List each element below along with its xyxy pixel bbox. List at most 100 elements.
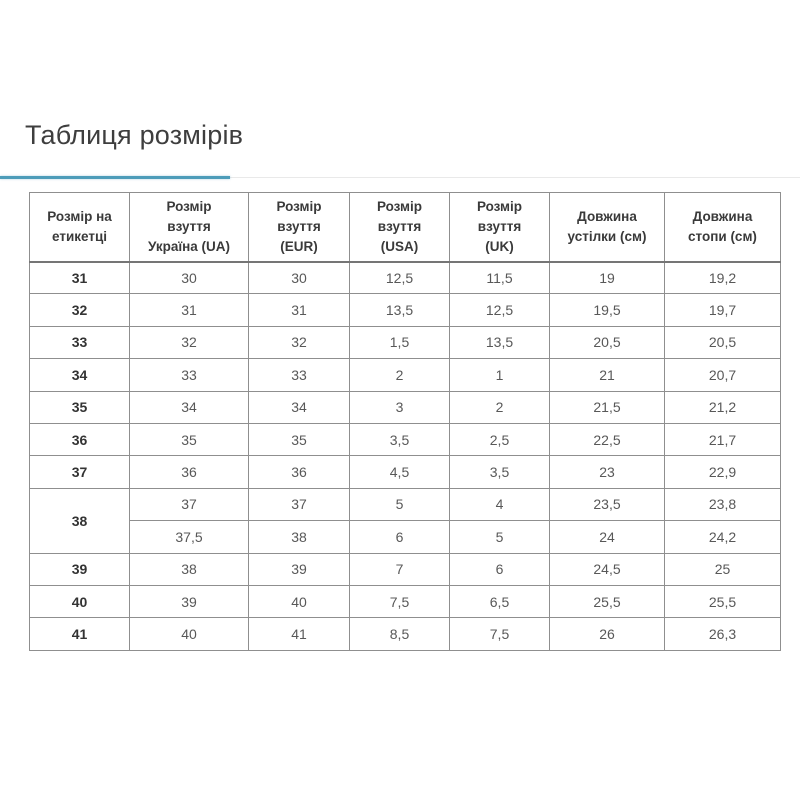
column-header: Довжина устілки (см) — [549, 192, 665, 263]
size-value-cell: 37,5 — [129, 520, 249, 554]
size-value-cell: 2 — [449, 390, 550, 424]
size-value-cell: 21,5 — [549, 390, 665, 424]
size-value-cell: 24,2 — [664, 520, 781, 554]
size-value-cell: 22,9 — [664, 455, 781, 489]
size-value-cell: 38 — [129, 552, 249, 586]
table-row: 36 35 35 3,5 2,5 22,5 21,7 — [29, 422, 781, 457]
size-value-cell: 19 — [549, 260, 665, 295]
size-table: Розмір на етикетці Розмір взуття Україна … — [29, 192, 781, 651]
table-row: 34 33 33 2 1 21 20,7 — [29, 358, 781, 392]
size-value-cell: 35 — [129, 422, 249, 457]
tab-divider — [0, 176, 800, 179]
size-label-cell: 41 — [29, 617, 130, 651]
table-row: 31 30 30 12,5 11,5 19 19,2 — [29, 260, 781, 295]
divider-rule — [0, 177, 800, 178]
size-value-cell: 20,5 — [549, 325, 665, 360]
column-header: Розмір взуття (USA) — [349, 192, 450, 263]
column-header: Розмір на етикетці — [29, 192, 130, 263]
size-value-cell: 36 — [248, 455, 350, 489]
active-tab-indicator — [0, 176, 230, 179]
size-value-cell: 23,5 — [549, 487, 665, 522]
size-value-cell: 25,5 — [664, 584, 781, 619]
size-label-cell: 37 — [29, 455, 130, 489]
size-label-cell: 32 — [29, 293, 130, 327]
size-value-cell: 38 — [248, 520, 350, 554]
size-value-cell: 13,5 — [449, 325, 550, 360]
size-value-cell: 30 — [129, 260, 249, 295]
size-value-cell: 4 — [449, 487, 550, 522]
size-label-cell: 36 — [29, 422, 130, 457]
table-row: 40 39 40 7,5 6,5 25,5 25,5 — [29, 584, 781, 619]
column-header: Розмір взуття (UK) — [449, 192, 550, 263]
size-value-cell: 34 — [129, 390, 249, 424]
table-row: 33 32 32 1,5 13,5 20,5 20,5 — [29, 325, 781, 360]
size-value-cell: 2 — [349, 358, 450, 392]
size-value-cell: 33 — [248, 358, 350, 392]
size-label-cell: 34 — [29, 358, 130, 392]
size-value-cell: 35 — [248, 422, 350, 457]
tab-size-table[interactable]: Таблиця розмірів — [25, 120, 244, 150]
table-row: 37 36 36 4,5 3,5 23 22,9 — [29, 455, 781, 489]
size-value-cell: 33 — [129, 358, 249, 392]
size-value-cell: 26 — [549, 617, 665, 651]
size-value-cell: 13,5 — [349, 293, 450, 327]
size-value-cell: 12,5 — [349, 260, 450, 295]
size-table-header-row: Розмір на етикетці Розмір взуття Україна … — [29, 192, 781, 263]
size-value-cell: 26,3 — [664, 617, 781, 651]
size-value-cell: 19,5 — [549, 293, 665, 327]
table-row: 41 40 41 8,5 7,5 26 26,3 — [29, 617, 781, 651]
size-label-cell: 39 — [29, 552, 130, 586]
size-value-cell: 32 — [248, 325, 350, 360]
size-value-cell: 7,5 — [349, 584, 450, 619]
size-value-cell: 40 — [129, 617, 249, 651]
size-value-cell: 5 — [349, 487, 450, 522]
size-value-cell: 20,5 — [664, 325, 781, 360]
size-value-cell: 3,5 — [449, 455, 550, 489]
size-value-cell: 5 — [449, 520, 550, 554]
size-value-cell: 21,7 — [664, 422, 781, 457]
size-value-cell: 40 — [248, 584, 350, 619]
table-row: 39 38 39 7 6 24,5 25 — [29, 552, 781, 586]
size-value-cell: 20,7 — [664, 358, 781, 392]
column-header: Розмір взуття Україна (UA) — [129, 192, 249, 263]
size-value-cell: 25,5 — [549, 584, 665, 619]
size-value-cell: 7,5 — [449, 617, 550, 651]
size-value-cell: 39 — [129, 584, 249, 619]
size-value-cell: 6 — [349, 520, 450, 554]
size-value-cell: 1 — [449, 358, 550, 392]
size-table-body: 31 30 30 12,5 11,5 19 19,2 32 31 31 13,5 12,5 19,5 19… — [29, 260, 781, 651]
table-row: 37,5 38 6 5 24 24,2 — [30, 520, 781, 554]
column-header: Розмір взуття (EUR) — [248, 192, 350, 263]
size-value-cell: 6 — [449, 552, 550, 586]
table-row: 32 31 31 13,5 12,5 19,5 19,7 — [29, 293, 781, 327]
size-value-cell: 30 — [248, 260, 350, 295]
size-value-cell: 19,2 — [664, 260, 781, 295]
size-value-cell: 32 — [129, 325, 249, 360]
size-value-cell: 19,7 — [664, 293, 781, 327]
size-value-cell: 8,5 — [349, 617, 450, 651]
size-label-cell: 38 — [29, 487, 130, 554]
size-label-cell: 40 — [29, 584, 130, 619]
size-value-cell: 3,5 — [349, 422, 450, 457]
size-value-cell: 4,5 — [349, 455, 450, 489]
size-value-cell: 24,5 — [549, 552, 665, 586]
table-row: 38 37 37 5 4 23,5 23,8 — [29, 487, 781, 554]
size-label-cell: 35 — [29, 390, 130, 424]
size-value-cell: 3 — [349, 390, 450, 424]
size-value-cell: 36 — [129, 455, 249, 489]
size-value-cell: 21 — [549, 358, 665, 392]
size-value-cell: 6,5 — [449, 584, 550, 619]
table-row: 35 34 34 3 2 21,5 21,2 — [29, 390, 781, 424]
column-header: Довжина стопи (см) — [664, 192, 781, 263]
size-value-cell: 25 — [664, 552, 781, 586]
size-value-cell: 37 — [248, 487, 350, 522]
size-value-cell: 22,5 — [549, 422, 665, 457]
size-value-cell: 39 — [248, 552, 350, 586]
size-value-cell: 21,2 — [664, 390, 781, 424]
size-value-cell: 31 — [248, 293, 350, 327]
size-value-cell: 24 — [549, 520, 665, 554]
size-value-cell: 11,5 — [449, 260, 550, 295]
size-value-cell: 2,5 — [449, 422, 550, 457]
size-value-cell: 37 — [129, 487, 249, 522]
